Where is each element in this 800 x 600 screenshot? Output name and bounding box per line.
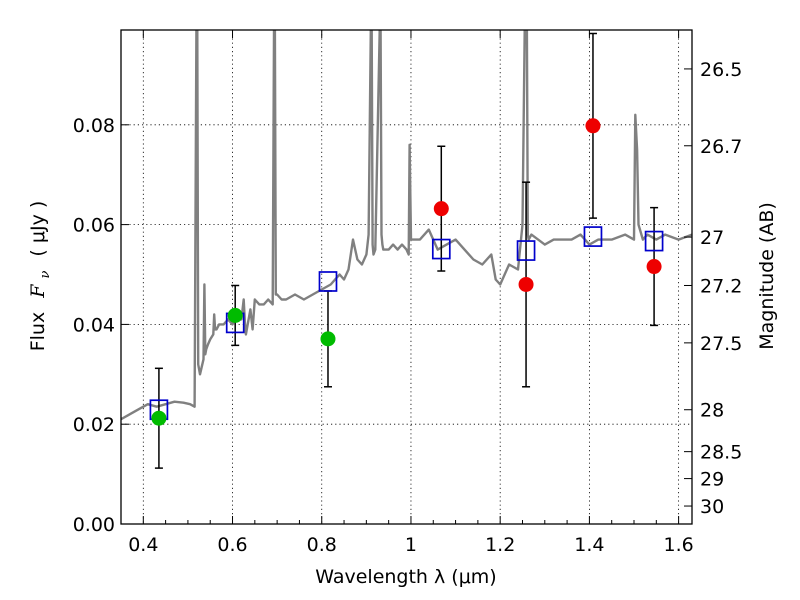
y-axis-label-subscript: ν bbox=[38, 271, 53, 279]
model-photometry-square bbox=[583, 226, 603, 247]
x-tick-label: 1.4 bbox=[574, 534, 604, 556]
plot-frame bbox=[120, 29, 693, 525]
y2-tick-label: 30 bbox=[700, 496, 724, 518]
observed-flux-point bbox=[433, 201, 449, 217]
x-axis-label: Wavelength λ (μm) bbox=[315, 566, 496, 588]
observed-flux-point bbox=[151, 410, 167, 426]
observed-flux-point bbox=[585, 118, 601, 134]
y2-tick-label: 26.5 bbox=[700, 59, 742, 81]
plot-area bbox=[121, 30, 692, 469]
y2-tick-label: 27.2 bbox=[700, 275, 742, 297]
model-photometry-square bbox=[318, 271, 338, 292]
model-photometry-square bbox=[431, 238, 451, 260]
y2-tick-label: 27 bbox=[700, 227, 724, 249]
axis-ticks: 0.4 0.6 0.8 1 1.2 1.4 1.6 0.00 0.02 0.04 0.06 0.08 2… bbox=[73, 30, 742, 556]
y2-tick-label: 28.5 bbox=[700, 442, 742, 464]
y-tick-label: 0.08 bbox=[73, 115, 115, 137]
x-tick-label: 0.8 bbox=[307, 534, 337, 556]
x-tick-label: 0.6 bbox=[217, 534, 247, 556]
y-axis-label-prefix: Flux bbox=[27, 312, 49, 352]
y-tick-label: 0.04 bbox=[73, 314, 115, 336]
y-tick-label: 0.02 bbox=[73, 414, 115, 436]
observed-flux-point bbox=[320, 331, 336, 347]
observed-flux-point bbox=[646, 259, 662, 275]
observed-flux-point bbox=[518, 276, 534, 292]
observed-flux-point bbox=[227, 307, 243, 323]
x-tick-label: 0.4 bbox=[128, 534, 158, 556]
y-axis-label: Flux F ν ( μJy ) bbox=[27, 201, 54, 352]
model-photometry-square bbox=[644, 230, 664, 252]
y2-tick-label: 28 bbox=[700, 400, 724, 422]
grid bbox=[121, 30, 692, 525]
y2-tick-label: 26.7 bbox=[700, 136, 742, 158]
y-tick-label: 0.06 bbox=[73, 215, 115, 237]
model-photometry-square bbox=[516, 240, 536, 261]
y-tick-label: 0.00 bbox=[73, 514, 115, 536]
x-tick-label: 1.2 bbox=[485, 534, 515, 556]
y2-tick-label: 29 bbox=[700, 469, 724, 491]
y-axis-label-symbol: F bbox=[27, 284, 49, 299]
x-tick-label: 1 bbox=[405, 534, 417, 556]
y2-tick-label: 27.5 bbox=[700, 333, 742, 355]
x-tick-label: 1.6 bbox=[664, 534, 694, 556]
right-axis-label: Magnitude (AB) bbox=[756, 202, 778, 350]
y-axis-label-unit: ( μJy ) bbox=[27, 201, 49, 257]
model-spectrum-line bbox=[121, 30, 692, 421]
